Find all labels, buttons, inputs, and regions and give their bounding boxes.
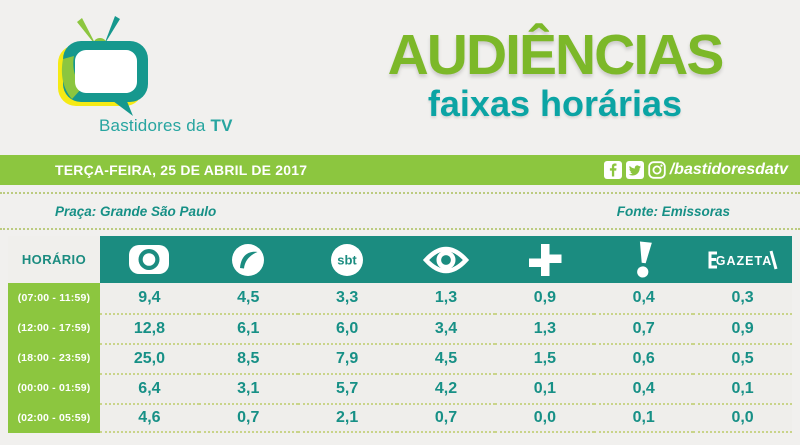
page-subtitle: faixas horárias — [427, 83, 683, 125]
page-title: AUDIÊNCIAS — [387, 23, 725, 87]
gazeta-logo-icon: GAZETA — [708, 250, 778, 269]
band-eye-logo-icon — [422, 246, 470, 273]
header: Bastidores da TV AUDIÊNCIAS faixas horár… — [0, 0, 800, 155]
rating-value: 3,3 — [297, 283, 397, 313]
rating-value: 3,4 — [396, 313, 496, 343]
table-header-row: HORÁRIO sbt — [8, 236, 792, 283]
instagram-icon — [648, 161, 666, 179]
rating-value: 0,0 — [693, 403, 792, 433]
network-header-cultura — [495, 236, 595, 283]
redetv-exclamation-logo-icon — [636, 240, 652, 278]
table-row: (02:00 - 05:59) 4,6 0,7 2,1 0,7 0,0 0,1 0,0 — [8, 403, 792, 433]
rating-value: 6,4 — [100, 373, 199, 403]
svg-text:sbt: sbt — [337, 252, 357, 267]
facebook-icon — [603, 161, 622, 179]
rating-value: 9,4 — [100, 283, 199, 313]
table-row: (12:00 - 17:59) 12,8 6,1 6,0 3,4 1,3 0,7 0,9 — [8, 313, 792, 343]
network-header-redetv — [594, 236, 694, 283]
time-range-label: (18:00 - 23:59) — [8, 343, 100, 373]
rating-value: 0,6 — [594, 343, 694, 373]
rating-value: 1,3 — [495, 313, 595, 343]
source-label: Fonte: Emissoras — [616, 203, 730, 219]
network-header-sbt: sbt — [297, 236, 397, 283]
rating-value: 0,5 — [693, 343, 792, 373]
rating-value: 8,5 — [198, 343, 298, 373]
network-header-globo — [100, 236, 199, 283]
network-header-band — [396, 236, 496, 283]
dotted-separator — [0, 228, 800, 230]
time-range-label: (02:00 - 05:59) — [8, 403, 100, 433]
brand-name-regular: Bastidores da — [99, 116, 206, 135]
rating-value: 1,3 — [396, 283, 496, 313]
date-text: TERÇA-FEIRA, 25 DE ABRIL DE 2017 — [55, 162, 308, 178]
time-range-label: (00:00 - 01:59) — [8, 373, 100, 403]
table-row: (18:00 - 23:59) 25,0 8,5 7,9 4,5 1,5 0,6 0,5 — [8, 343, 792, 373]
rating-value: 1,5 — [495, 343, 595, 373]
rating-value: 0,0 — [495, 403, 595, 433]
rating-value: 4,5 — [198, 283, 298, 313]
rating-value: 0,1 — [495, 373, 595, 403]
rating-value: 0,1 — [693, 373, 792, 403]
rating-value: 2,1 — [297, 403, 397, 433]
rating-value: 25,0 — [100, 343, 199, 373]
table-row: (07:00 - 11:59) 9,4 4,5 3,3 1,3 0,9 0,4 0,3 — [8, 283, 792, 313]
network-header-gazeta: GAZETA — [693, 236, 792, 283]
rating-value: 0,4 — [594, 283, 694, 313]
ratings-table: HORÁRIO sbt — [8, 236, 792, 433]
svg-text:GAZETA: GAZETA — [715, 254, 771, 268]
rating-value: 0,9 — [693, 313, 792, 343]
rating-value: 0,1 — [594, 403, 694, 433]
rating-value: 3,1 — [198, 373, 298, 403]
horario-header: HORÁRIO — [8, 236, 100, 283]
date-bar: TERÇA-FEIRA, 25 DE ABRIL DE 2017 /bastid… — [0, 155, 800, 185]
rating-value: 6,1 — [198, 313, 298, 343]
twitter-icon — [625, 161, 644, 179]
rating-value: 0,4 — [594, 373, 694, 403]
dotted-separator — [0, 192, 800, 194]
sbt-logo-icon: sbt — [331, 243, 364, 276]
time-range-label: (12:00 - 17:59) — [8, 313, 100, 343]
brand-name-bold: TV — [210, 116, 233, 135]
time-range-label: (07:00 - 11:59) — [8, 283, 100, 313]
rating-value: 0,7 — [594, 313, 694, 343]
brand-name: Bastidores da TV — [99, 116, 233, 136]
social-links: /bastidoresdatv — [603, 161, 788, 179]
rating-value: 0,3 — [693, 283, 792, 313]
rating-value: 4,6 — [100, 403, 199, 433]
social-handle: /bastidoresdatv — [669, 161, 788, 178]
rating-value: 4,5 — [396, 343, 496, 373]
brand-logo: Bastidores da TV — [55, 14, 232, 135]
table-row: (00:00 - 01:59) 6,4 3,1 5,7 4,2 0,1 0,4 0,1 — [8, 373, 792, 403]
globo-logo-icon — [129, 245, 170, 274]
rating-value: 6,0 — [297, 313, 397, 343]
rating-value: 4,2 — [396, 373, 496, 403]
table-body: (07:00 - 11:59) 9,4 4,5 3,3 1,3 0,9 0,4 0,3 (12:… — [8, 283, 792, 433]
record-logo-icon — [232, 243, 265, 276]
tv-icon — [58, 16, 148, 116]
rating-value: 0,7 — [396, 403, 496, 433]
market-label: Praça: Grande São Paulo — [55, 203, 217, 219]
cultura-cross-logo-icon — [528, 243, 562, 276]
rating-value: 12,8 — [100, 313, 199, 343]
rating-value: 7,9 — [297, 343, 397, 373]
rating-value: 0,7 — [198, 403, 298, 433]
network-header-record — [198, 236, 298, 283]
meta-bar: Praça: Grande São Paulo Fonte: Emissoras — [0, 194, 800, 228]
rating-value: 5,7 — [297, 373, 397, 403]
title-block: AUDIÊNCIAS faixas horárias — [320, 23, 790, 125]
rating-value: 0,9 — [495, 283, 595, 313]
